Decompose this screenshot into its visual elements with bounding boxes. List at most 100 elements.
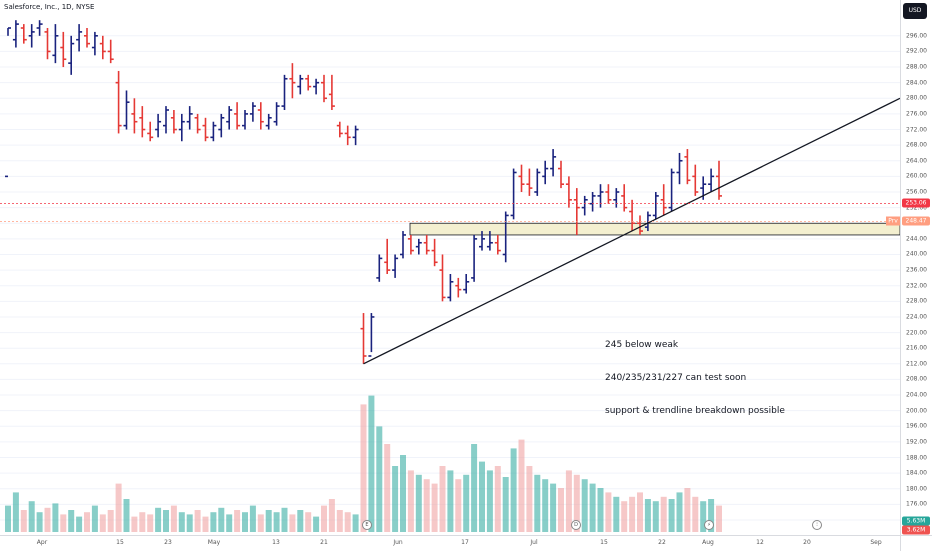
volume-bar xyxy=(360,404,367,532)
volume-bar xyxy=(265,510,272,532)
ohlc-bar xyxy=(534,168,541,196)
ohlc-bar xyxy=(589,192,596,212)
ohlc-bar xyxy=(684,149,691,185)
ohlc-bar xyxy=(502,211,509,263)
volume-bar xyxy=(518,439,525,532)
volume-bar xyxy=(344,512,351,532)
volume-bars xyxy=(5,395,722,532)
volume-bar xyxy=(139,512,146,532)
event-icon-aug[interactable]: ⁝ xyxy=(812,520,822,530)
price-tick: 220.00 xyxy=(906,329,927,337)
volume-bar xyxy=(170,505,177,532)
ohlc-bar xyxy=(629,199,636,232)
time-tick: 22 xyxy=(658,539,666,546)
volume-bar xyxy=(629,496,636,532)
volume-bar xyxy=(621,501,628,532)
volume-bar xyxy=(573,474,580,532)
price-axis[interactable]: 296.00 292.00 288.00 284.00 280.00 276.00 272.… xyxy=(900,0,932,550)
ohlc-bar xyxy=(36,20,43,36)
annotation-line-1: 245 below weak xyxy=(605,340,679,350)
volume-bar xyxy=(297,510,304,532)
volume-bar xyxy=(76,516,83,532)
volume-bar xyxy=(708,499,715,532)
time-axis[interactable]: Apr 15 23 May 13 21 Jun 17 Jul 15 22 Aug 12 20 Sep xyxy=(0,535,900,551)
ohlc-bar xyxy=(621,184,628,212)
ohlc-bar xyxy=(336,121,343,138)
price-chart[interactable] xyxy=(0,0,900,535)
price-tick: 188.00 xyxy=(906,454,927,462)
annotation-line-2: 240/235/231/227 can test soon xyxy=(605,373,747,383)
ohlc-bar xyxy=(297,74,304,95)
ohlc-bar xyxy=(708,168,715,192)
ohlc-bar xyxy=(581,195,588,216)
ohlc-bar xyxy=(463,274,470,294)
volume-bar xyxy=(550,483,557,532)
ohlc-bar xyxy=(526,168,533,196)
price-tick: 292.00 xyxy=(906,47,927,55)
axis-corner xyxy=(900,535,932,551)
volume-bar xyxy=(305,512,312,532)
volume-bar xyxy=(36,512,43,532)
volume-bar xyxy=(289,514,296,532)
time-tick: 12 xyxy=(756,539,764,546)
volume-bar xyxy=(660,496,667,532)
price-tick: 212.00 xyxy=(906,360,927,368)
ohlc-bar xyxy=(558,160,564,189)
price-tick: 240.00 xyxy=(906,250,927,258)
ohlc-bar xyxy=(12,20,19,48)
volume-bar xyxy=(613,496,620,532)
volume-bar xyxy=(5,505,11,532)
volume-bar xyxy=(257,514,264,532)
volume-bar xyxy=(400,455,406,532)
volume-bar xyxy=(321,505,327,532)
volume-bar xyxy=(328,499,335,532)
volume-bar xyxy=(20,510,27,532)
earnings-icon-may[interactable]: E xyxy=(362,520,372,530)
chart-annotation[interactable]: 245 below weak 240/235/231/227 can test … xyxy=(605,318,785,428)
ohlc-bar xyxy=(644,211,651,232)
volume-bar xyxy=(131,516,138,532)
ohlc-bar xyxy=(447,274,454,302)
ohlc-bar xyxy=(123,90,130,130)
volume-bar xyxy=(684,488,691,532)
volume-bar xyxy=(273,512,280,532)
split-icon-aug[interactable]: ⚡ xyxy=(704,520,714,530)
ohlc-bar xyxy=(510,168,517,220)
volume-bar xyxy=(494,466,501,532)
ohlc-bar xyxy=(423,234,430,255)
ohlc-bar xyxy=(400,231,406,259)
ohlc-bar xyxy=(415,238,422,255)
annotation-line-3: support & trendline breakdown possible xyxy=(605,406,785,416)
volume-bar xyxy=(12,492,19,532)
trendline xyxy=(363,97,900,365)
ohlc-bars xyxy=(5,20,722,364)
volume-bar xyxy=(526,466,533,532)
volume-bar xyxy=(281,507,288,532)
time-tick: May xyxy=(207,539,221,546)
support-zone xyxy=(409,222,900,236)
volume-bar xyxy=(178,512,185,532)
volume-bar xyxy=(91,505,98,532)
ohlc-bar xyxy=(605,184,612,204)
volume-bar xyxy=(415,474,422,532)
ohlc-bar xyxy=(652,192,659,220)
ohlc-bar xyxy=(281,74,288,110)
volume-bar xyxy=(637,492,643,532)
ohlc-bar xyxy=(479,231,485,251)
volume-bar xyxy=(392,466,399,532)
price-tick: 176.00 xyxy=(906,500,927,508)
volume-bar xyxy=(644,499,651,532)
ohlc-bar xyxy=(328,74,335,110)
price-tick: 208.00 xyxy=(906,375,927,383)
ohlc-bar xyxy=(76,24,83,52)
price-tick: 232.00 xyxy=(906,282,927,290)
volume-bar xyxy=(99,514,106,532)
price-tick: 260.00 xyxy=(906,172,927,180)
ohlc-bar xyxy=(573,188,580,235)
dividend-icon-jul[interactable]: D xyxy=(571,520,581,530)
symbol-title[interactable]: Salesforce, Inc., 1D, NYSE xyxy=(4,3,95,11)
currency-button[interactable]: USD xyxy=(903,3,927,19)
ohlc-bar xyxy=(542,160,549,185)
ohlc-bar xyxy=(170,110,177,134)
price-tick: 180.00 xyxy=(906,485,927,493)
